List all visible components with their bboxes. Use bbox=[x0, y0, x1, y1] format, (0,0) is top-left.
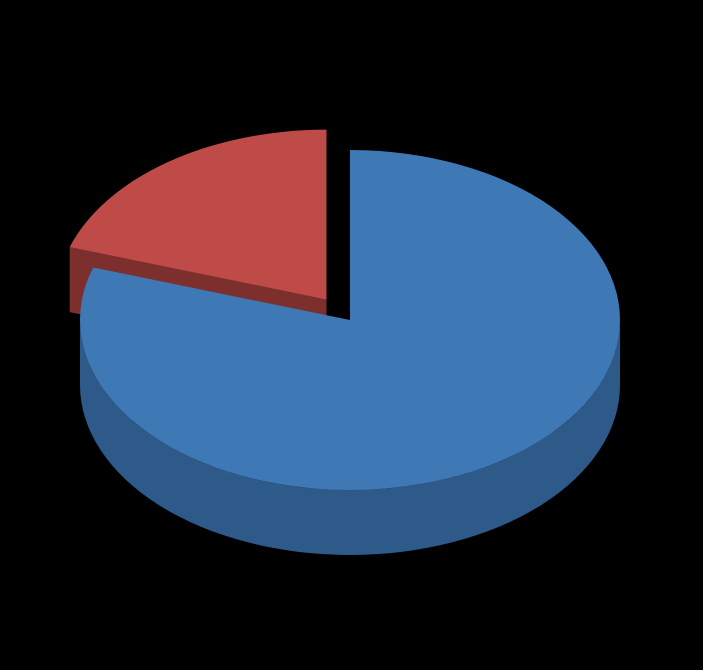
pie-chart-3d bbox=[0, 0, 703, 670]
